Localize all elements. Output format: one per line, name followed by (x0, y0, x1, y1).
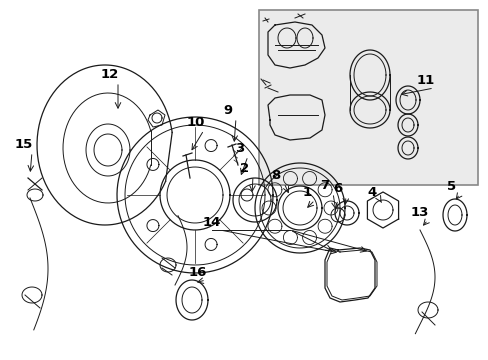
Text: 4: 4 (366, 185, 376, 198)
Text: 3: 3 (235, 141, 244, 154)
Text: 6: 6 (333, 181, 342, 194)
Text: 5: 5 (447, 180, 456, 193)
Bar (259, 10, 477, 185)
Text: 2: 2 (240, 162, 249, 175)
Text: 10: 10 (186, 116, 205, 129)
Text: 9: 9 (223, 104, 232, 117)
Text: 11: 11 (416, 73, 434, 86)
Text: 16: 16 (188, 266, 207, 279)
Text: 8: 8 (271, 168, 280, 181)
Text: 15: 15 (15, 138, 33, 150)
Text: 14: 14 (203, 216, 221, 229)
Text: 7: 7 (320, 179, 329, 192)
Text: 1: 1 (302, 185, 311, 198)
Text: 12: 12 (101, 68, 119, 81)
Text: 13: 13 (410, 206, 428, 219)
